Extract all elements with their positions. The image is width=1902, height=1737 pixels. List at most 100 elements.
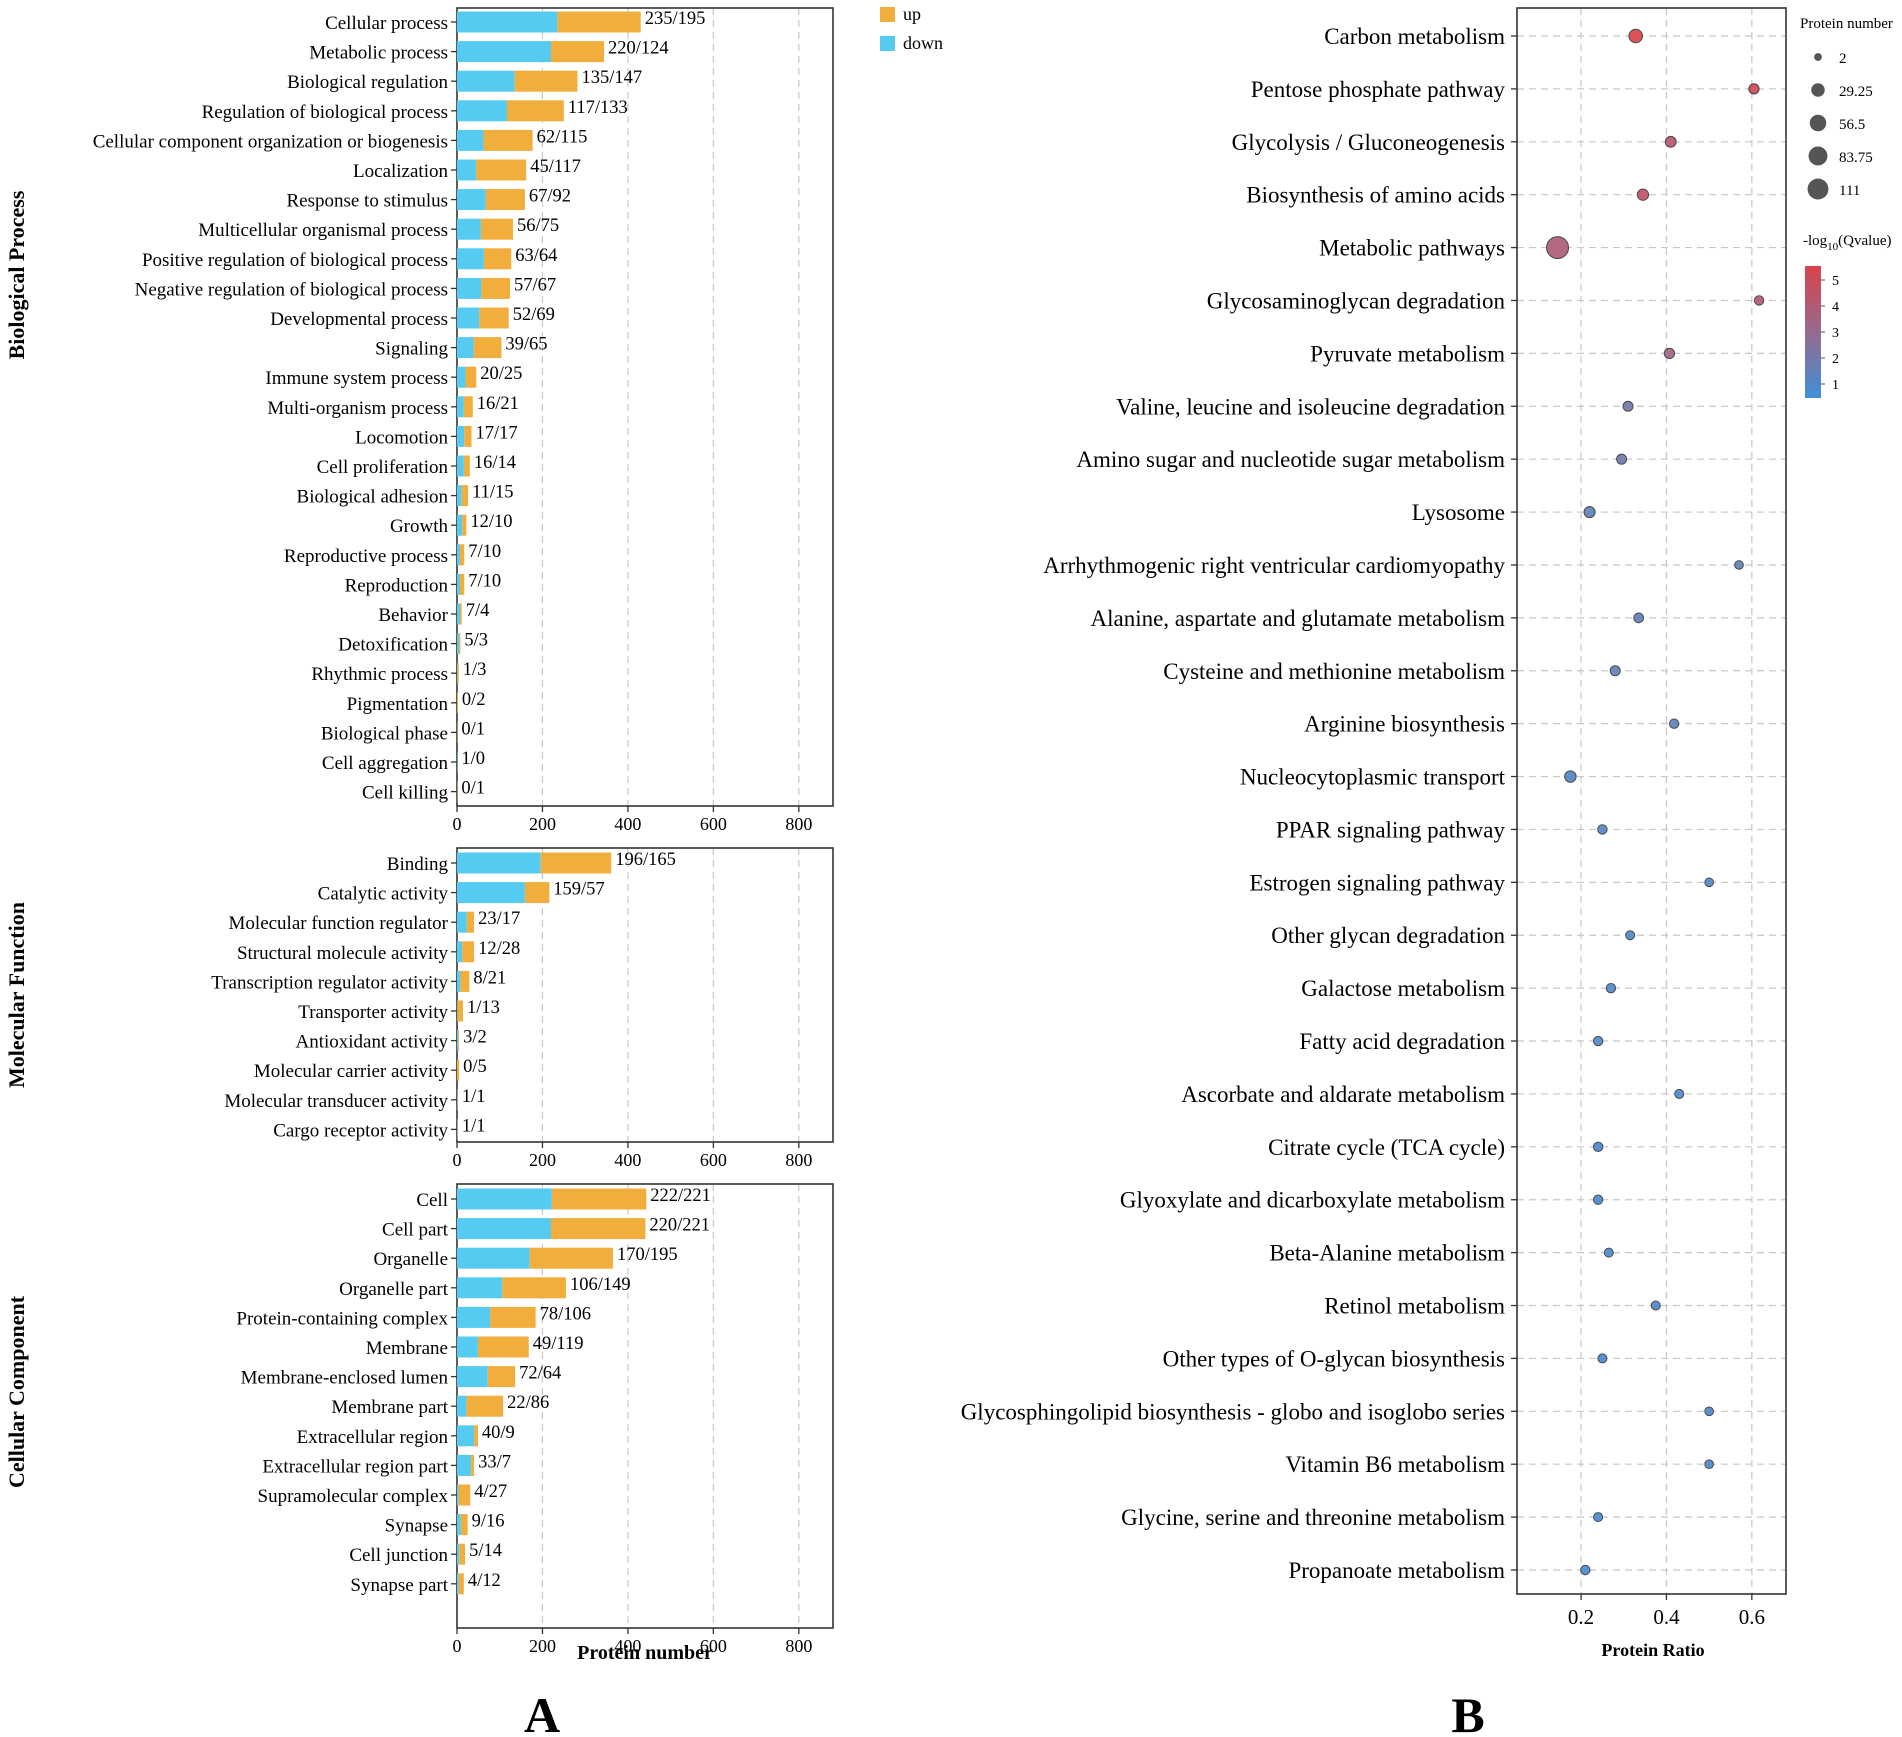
- data-point: [1704, 1459, 1714, 1470]
- category-label: Negative regulation of biological proces…: [135, 279, 448, 300]
- bar-segment-down-color: [457, 485, 462, 507]
- pathway-label: Cysteine and methionine metabolism: [1163, 659, 1505, 684]
- category-label: Transcription regulator activity: [211, 972, 448, 993]
- category-label: Detoxification: [338, 635, 448, 656]
- pathway-label: Fatty acid degradation: [1299, 1029, 1505, 1054]
- data-point: [1650, 1300, 1661, 1311]
- category-label: Multi-organism process: [267, 398, 448, 419]
- bar-segment-down-color: [457, 1395, 467, 1417]
- category-label: Cell part: [382, 1220, 449, 1241]
- bar-value-label: 12/28: [478, 939, 520, 959]
- pathway-label: Citrate cycle (TCA cycle): [1268, 1135, 1505, 1160]
- bar-value-label: 40/9: [482, 1423, 515, 1443]
- pathway-label: Nucleocytoplasmic transport: [1240, 765, 1506, 790]
- panel-label-a: A: [524, 1687, 560, 1737]
- bar-segment-up-color: [458, 1484, 471, 1506]
- category-label: Extracellular region: [297, 1427, 449, 1448]
- pathway-label: Retinol metabolism: [1324, 1294, 1505, 1319]
- bar-segment-down-color: [457, 1306, 491, 1328]
- category-label: Growth: [390, 516, 449, 537]
- category-label: Regulation of biological process: [202, 102, 448, 123]
- size-legend-dot: [1814, 53, 1822, 61]
- bar-value-label: 16/14: [474, 453, 516, 473]
- category-label: Cell junction: [349, 1545, 448, 1566]
- bar-value-label: 11/15: [472, 483, 513, 503]
- data-point: [1668, 718, 1680, 729]
- color-legend-title-main: -log: [1803, 233, 1828, 249]
- color-legend-bar: [1805, 266, 1821, 398]
- panel-a-go-bar-chart: Cellular process 235/195 Metabolic process…: [4, 4, 943, 1664]
- pathway-label: Arginine biosynthesis: [1304, 712, 1505, 737]
- category-label: Response to stimulus: [286, 191, 448, 212]
- bar-value-label: 0/1: [461, 719, 485, 739]
- bar-segment-up-color: [460, 970, 470, 992]
- bar-value-label: 67/92: [529, 187, 571, 207]
- data-point: [1633, 612, 1645, 624]
- category-label: Supramolecular complex: [258, 1486, 449, 1507]
- bar-segment-up-color: [471, 1454, 475, 1476]
- x-tick-label: 0.6: [1739, 1605, 1765, 1629]
- category-label: Extracellular region part: [262, 1456, 448, 1477]
- bar-segment-up-color: [459, 633, 461, 655]
- bar-segment-down-color: [457, 248, 484, 270]
- pathway-label: Glycosphingolipid biosynthesis - globo a…: [961, 1399, 1505, 1424]
- data-point: [1605, 982, 1617, 994]
- legend-swatch-down: [880, 36, 895, 51]
- bar-segment-down-color: [457, 1247, 530, 1269]
- bar-segment-down-color: [457, 218, 481, 240]
- category-label: Cell aggregation: [322, 753, 449, 774]
- bar-segment-up-color: [557, 11, 641, 33]
- category-label: Signaling: [375, 339, 448, 360]
- category-label: Antioxidant activity: [295, 1032, 448, 1053]
- category-label: Membrane part: [331, 1397, 448, 1418]
- pathway-label: Glyoxylate and dicarboxylate metabolism: [1120, 1188, 1505, 1213]
- bar-value-label: 52/69: [513, 305, 555, 325]
- data-point: [1622, 400, 1634, 412]
- bar-segment-down-color: [457, 941, 463, 963]
- bar-value-label: 56/75: [517, 216, 559, 236]
- pathway-label: Pyruvate metabolism: [1310, 341, 1505, 366]
- category-label: Multicellular organismal process: [198, 220, 448, 241]
- data-point: [1593, 1512, 1604, 1523]
- size-legend-value: 29.25: [1839, 84, 1873, 100]
- bar-value-label: 1/1: [462, 1116, 486, 1136]
- bar-value-label: 8/21: [473, 968, 506, 988]
- category-label: Transporter activity: [298, 1002, 448, 1023]
- size-legend-value: 2: [1839, 51, 1847, 67]
- bar-segment-up-color: [481, 277, 510, 299]
- bar-segment-down-color: [457, 277, 482, 299]
- category-label: Metabolic process: [309, 43, 448, 64]
- x-tick-label: 0: [453, 1636, 462, 1656]
- category-label: Membrane: [366, 1338, 448, 1359]
- bar-value-label: 106/149: [570, 1275, 631, 1295]
- x-axis-title: Protein number: [577, 1642, 713, 1664]
- bar-segment-up-color: [463, 396, 473, 418]
- pathway-label: Arrhythmogenic right ventricular cardiom…: [1043, 553, 1505, 578]
- data-point: [1625, 930, 1636, 941]
- data-point: [1609, 665, 1621, 677]
- bar-segment-up-color: [465, 366, 477, 388]
- pathway-label: Beta-Alanine metabolism: [1269, 1241, 1505, 1266]
- bar-segment-down-color: [457, 1336, 478, 1358]
- bar-segment-up-color: [458, 1573, 464, 1595]
- bar-segment-down-color: [457, 911, 467, 933]
- data-point: [1564, 770, 1577, 783]
- pathway-label: Galactose metabolism: [1301, 976, 1505, 1001]
- size-legend-dot: [1811, 83, 1825, 97]
- pathway-label: Vitamin B6 metabolism: [1285, 1452, 1505, 1477]
- bar-segment-down-color: [457, 1514, 461, 1536]
- category-label: Localization: [353, 161, 448, 182]
- legend-label-up: up: [903, 4, 921, 24]
- x-tick-label: 0.2: [1568, 1605, 1594, 1629]
- bar-value-label: 196/165: [615, 850, 676, 870]
- bar-value-label: 4/12: [468, 1571, 501, 1591]
- data-point: [1753, 295, 1765, 306]
- category-label: Biological adhesion: [297, 487, 449, 508]
- x-tick-label: 400: [614, 814, 641, 834]
- category-label: Reproductive process: [284, 546, 448, 567]
- category-label: Structural molecule activity: [237, 943, 449, 964]
- pathway-label: PPAR signaling pathway: [1276, 817, 1506, 842]
- color-legend-tick-label: 3: [1832, 326, 1839, 341]
- group-axis-label: Cellular Component: [4, 1295, 29, 1488]
- bar-segment-up-color: [487, 1366, 516, 1388]
